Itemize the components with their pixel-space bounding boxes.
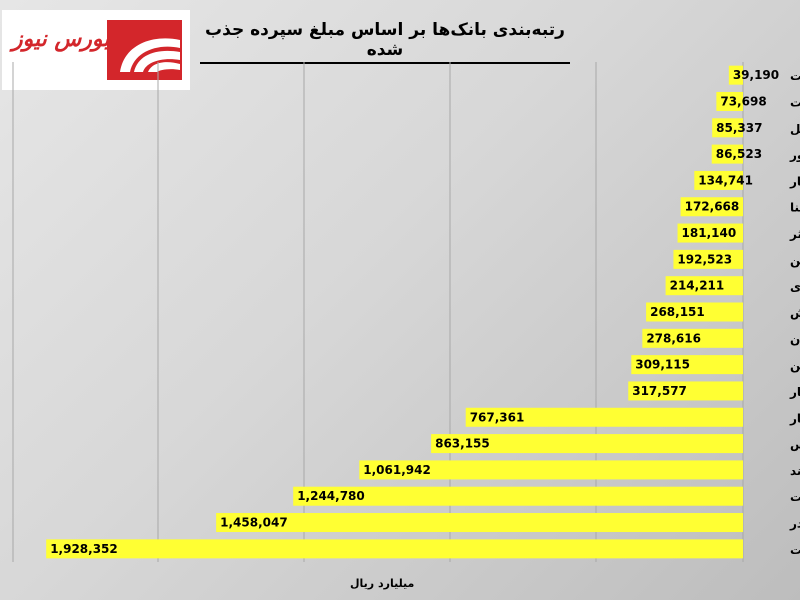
- bar: [465, 407, 743, 427]
- bar-value-label: 214,211: [670, 279, 725, 293]
- bar: [359, 460, 743, 480]
- bar: [646, 302, 743, 322]
- bar-value-label: 317,577: [632, 384, 687, 398]
- bar-value-label: 134,741: [698, 173, 753, 187]
- bar: [673, 249, 743, 269]
- category-label: ونوین: [790, 359, 800, 374]
- bar-value-label: 1,928,352: [50, 542, 118, 556]
- bar-value-label: 268,151: [650, 305, 705, 319]
- bar-value-label: 73,698: [720, 94, 766, 108]
- bar-value-label: 278,616: [646, 331, 701, 345]
- x-axis-label: میلیارد ریال: [350, 577, 415, 590]
- category-label: وپست: [790, 95, 800, 110]
- category-label: وآیند: [790, 463, 800, 479]
- logo: بورس نیوز: [2, 10, 190, 90]
- category-label: سامان: [790, 332, 800, 346]
- category-label: وزمین: [790, 253, 800, 268]
- value-labels: 39,190 73,698 85,337 86,523 134,741 172,668 18…: [50, 68, 779, 556]
- bar-value-label: 181,140: [682, 226, 737, 240]
- bar: [694, 170, 743, 190]
- bar: [680, 197, 743, 217]
- logo-text: بورس نیوز: [12, 26, 110, 52]
- bar: [431, 434, 743, 454]
- category-label: وپارس: [790, 438, 800, 453]
- bar: [628, 381, 743, 401]
- logo-mark-icon: [107, 20, 182, 80]
- bar-value-label: 1,244,780: [297, 489, 365, 503]
- bar-value-label: 172,668: [685, 200, 740, 214]
- bars: [46, 65, 744, 559]
- bar-value-label: 192,523: [677, 252, 732, 266]
- category-label: وبصادر: [789, 517, 800, 532]
- category-label: وپاسار: [789, 411, 800, 426]
- bar: [293, 486, 743, 506]
- category-label: وانصار: [789, 385, 800, 400]
- bar: [665, 276, 743, 296]
- bar: [728, 65, 743, 85]
- category-label: وملل: [790, 122, 800, 137]
- category-label: حکمت: [790, 69, 800, 83]
- category-label: وبملت: [790, 543, 800, 558]
- category-label: وخاور: [789, 148, 800, 163]
- category-label: وکوثر: [789, 227, 800, 242]
- bar: [716, 91, 743, 111]
- bar-value-label: 1,061,942: [363, 463, 431, 477]
- bar: [216, 513, 744, 533]
- bar-value-label: 86,523: [716, 147, 762, 161]
- bar-value-label: 85,337: [716, 121, 762, 135]
- category-label: دی: [790, 280, 800, 294]
- bar: [677, 223, 743, 243]
- bar-value-label: 1,458,047: [220, 516, 288, 530]
- category-label: وگردش: [790, 306, 800, 321]
- bar: [711, 144, 743, 164]
- bar-value-label: 767,361: [470, 410, 525, 424]
- category-label: وسینا: [790, 201, 800, 216]
- bar-value-label: 863,155: [435, 437, 490, 451]
- category-label: وکار: [789, 174, 800, 189]
- bar-value-label: 39,190: [733, 68, 779, 82]
- bar: [631, 355, 743, 375]
- bar-value-label: 309,115: [635, 358, 690, 372]
- category-label: وتجارت: [790, 490, 800, 505]
- chart-title: رتبه‌بندی بانک‌ها بر اساس مبلغ سپرده جذب…: [200, 20, 570, 64]
- category-labels: حکمت وپست وملل وخاور وکار وسینا وکوثر وزمین دی وگ…: [789, 69, 800, 558]
- bar: [712, 118, 743, 138]
- bar: [642, 328, 743, 348]
- bar: [46, 539, 744, 559]
